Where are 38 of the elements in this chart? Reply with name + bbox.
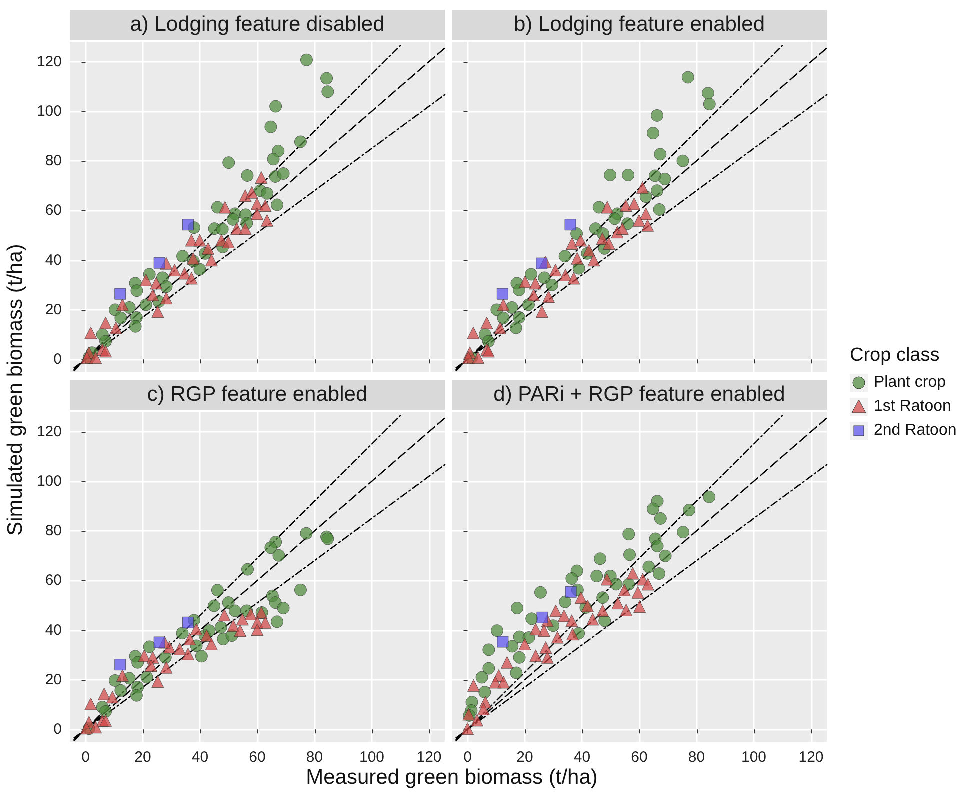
x-tick-label: 40 (574, 749, 591, 766)
x-tick-label: 60 (631, 749, 648, 766)
x-tick-label: 0 (82, 749, 90, 766)
y-tick-label: 40 (45, 252, 62, 269)
y-tick-label: 120 (36, 423, 62, 440)
y-tick-label: 0 (54, 351, 62, 368)
x-axis-title: Measured green biomass (t/ha) (306, 766, 598, 790)
legend-title: Crop class (850, 345, 941, 367)
y-tick-label: 0 (54, 721, 62, 738)
y-tick-label: 80 (45, 522, 62, 540)
y-axis-title: Simulated green biomass (t/ha) (4, 244, 28, 536)
x-tick-label: 0 (464, 749, 472, 766)
x-tick-label: 80 (688, 749, 706, 766)
y-tick-label: 100 (36, 102, 62, 120)
legend-label: 1st Ratoon (874, 398, 952, 416)
chart-title: a) Lodging feature disabled (70, 10, 445, 40)
x-tick-label: 20 (134, 749, 152, 766)
x-tick-label: 100 (741, 749, 767, 766)
y-tick-label: 100 (36, 472, 62, 490)
legend-label: 2nd Ratoon (874, 422, 957, 440)
x-tick-label: 40 (192, 749, 209, 766)
y-tick-label: 40 (45, 622, 62, 639)
y-tick-label: 20 (45, 301, 62, 318)
chart-title: c) RGP feature enabled (70, 380, 445, 410)
x-tick-label: 120 (416, 749, 442, 766)
chart-title: b) Lodging feature enabled (452, 10, 827, 40)
y-tick-label: 20 (45, 671, 62, 688)
y-tick-label: 120 (36, 53, 62, 70)
y-tick-label: 60 (45, 572, 62, 590)
x-tick-label: 80 (306, 749, 324, 766)
x-tick-label: 100 (359, 749, 385, 766)
x-tick-label: 60 (249, 749, 266, 766)
y-tick-label: 80 (45, 152, 62, 170)
chart-title: d) PARi + RGP feature enabled (452, 380, 827, 410)
y-tick-label: 60 (45, 202, 62, 220)
legend-label: Plant crop (874, 374, 946, 392)
x-tick-label: 20 (516, 749, 534, 766)
x-tick-label: 120 (798, 749, 824, 766)
